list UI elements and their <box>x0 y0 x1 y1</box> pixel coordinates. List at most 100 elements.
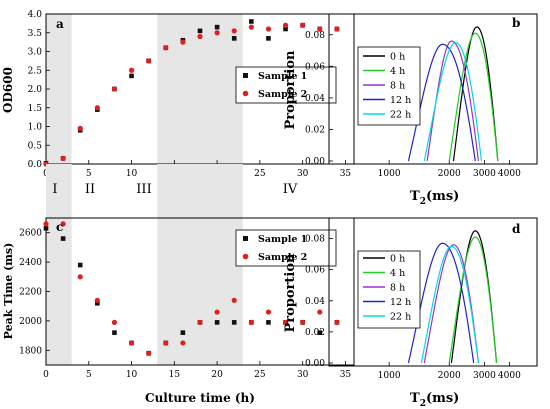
a-legend-label-sample-1: Sample 1 <box>258 71 307 82</box>
c-point-sample-2 <box>111 319 118 325</box>
c-xlabel: Culture time (h) <box>145 391 255 405</box>
c-legend-label-sample-1: Sample 1 <box>258 234 307 245</box>
b-legend-label-22-h: 22 h <box>390 110 411 121</box>
a-point-sample-1 <box>231 36 237 41</box>
c-ylabel: Peak Time (ms) <box>2 243 15 340</box>
a-x-tick-label: 10 <box>126 169 138 179</box>
a-y-tick-label: 4.0 <box>28 10 43 20</box>
a-x-tick-label: 35 <box>340 169 352 179</box>
a-point-sample-2 <box>214 30 220 36</box>
d-legend-label-4-h: 4 h <box>390 268 405 279</box>
b-xlabel-rest: (ms) <box>426 189 459 204</box>
a-legend: Sample 1 Sample 2 <box>235 66 337 104</box>
a-point-sample-2 <box>300 22 306 28</box>
a-point-sample-2 <box>265 26 272 32</box>
a-y-tick-label: 1.5 <box>28 104 43 114</box>
a-point-sample-2 <box>60 155 66 161</box>
c-point-sample-2 <box>300 319 306 325</box>
d-y-tick-label: 0.00 <box>305 359 325 369</box>
d-legend: 0 h 4 h 8 h 12 h 22 h <box>357 250 421 329</box>
c-y-tick-label: 2000 <box>19 317 42 327</box>
c-point-sample-2 <box>214 309 220 315</box>
c-panel-label: c <box>56 220 63 234</box>
panel-c-peak-time-chart: 1800 2000 2200 2400 2600 0 5 10 15 20 25 30 35 c Pe… <box>2 217 355 405</box>
a-point-sample-2 <box>111 86 118 92</box>
c-x-tick-label: 35 <box>340 370 352 380</box>
c-x-tick-label: 20 <box>211 370 223 380</box>
d-y-tick-label: 0.08 <box>305 235 325 245</box>
c-point-sample-2 <box>282 319 289 325</box>
c-point-sample-2 <box>163 340 169 346</box>
c-y-ticks: 1800 2000 2200 2400 2600 <box>19 229 50 356</box>
c-point-sample-2 <box>180 340 186 346</box>
c-x-tick-label: 25 <box>254 370 266 380</box>
a-ylabel: OD600 <box>1 67 15 113</box>
d-curves <box>407 230 498 364</box>
a-y-tick-label: 0.0 <box>28 160 43 170</box>
c-point-sample-2 <box>146 350 152 356</box>
c-point-sample-1 <box>266 320 271 325</box>
d-curve-8-h <box>423 244 480 364</box>
d-xlabel-sub: 2 <box>420 399 426 409</box>
a-point-sample-2 <box>248 24 254 30</box>
c-point-sample-2 <box>334 319 340 325</box>
d-xlabel: T2(ms) <box>410 391 459 409</box>
b-panel-label: b <box>512 16 520 30</box>
b-y-ticks: 0.00 0.02 0.04 0.06 0.08 <box>305 31 333 167</box>
a-x-tick-label: 5 <box>86 169 92 179</box>
b-xlabel: T2(ms) <box>410 189 459 207</box>
b-y-tick-label: 0.00 <box>305 157 325 167</box>
d-legend-label-0-h: 0 h <box>390 254 405 265</box>
b-legend-label-0-h: 0 h <box>390 52 405 63</box>
d-y-ticks: 0.00 0.02 0.04 0.06 0.08 <box>305 235 333 369</box>
c-point-sample-1 <box>317 330 323 335</box>
c-point-sample-2 <box>265 309 272 315</box>
b-x-tick-label: 1000 <box>378 169 401 179</box>
a-point-sample-2 <box>163 45 169 51</box>
c-x-tick-label: 0 <box>43 370 49 380</box>
c-point-sample-1 <box>231 320 237 325</box>
b-xlabel-main: T <box>410 189 420 204</box>
b-curve-12-h <box>407 43 476 162</box>
c-point-sample-1 <box>95 300 100 306</box>
d-curve-4-h <box>448 236 498 364</box>
b-x-ticks: 1000 2000 3000 4000 <box>378 160 521 179</box>
panel-a-od600-chart: 0.00.51.01.52.02.53.03.54.0 051015202530… <box>1 10 355 179</box>
b-curves <box>407 26 499 162</box>
a-point-sample-1 <box>266 36 271 41</box>
b-x-tick-label: 3000 <box>473 169 496 179</box>
c-point-sample-1 <box>43 225 49 231</box>
a-x-tick-label: 30 <box>297 169 309 179</box>
a-y-tick-label: 1.0 <box>28 123 43 133</box>
a-y-tick-label: 3.0 <box>28 48 43 58</box>
d-y-tick-label: 0.06 <box>305 266 325 276</box>
a-point-sample-2 <box>282 22 289 28</box>
a-point-sample-1 <box>129 73 134 79</box>
b-legend-label-12-h: 12 h <box>390 95 411 106</box>
c-y-tick-label: 2400 <box>19 258 42 268</box>
a-point-sample-2 <box>197 33 203 40</box>
d-legend-label-22-h: 22 h <box>390 312 411 323</box>
a-point-sample-2 <box>146 58 152 64</box>
a-panel-label: a <box>56 17 64 31</box>
d-x-ticks: 1000 2000 3000 4000 <box>378 362 521 381</box>
c-x-tick-label: 5 <box>86 370 92 380</box>
d-legend-label-12-h: 12 h <box>390 297 411 308</box>
c-legend-marker-sample-1 <box>243 236 248 241</box>
panel-d-t2-distribution: 0.000.020.040.060.08 1000 2000 3000 4000 d … <box>283 217 538 409</box>
a-point-sample-1 <box>283 26 288 32</box>
panel-b-t2-distribution: 0.000.020.040.060.08 1000 2000 3000 4000 b … <box>283 13 538 207</box>
c-legend-label-sample-2: Sample 2 <box>258 252 307 263</box>
c-shaded-regions <box>46 218 243 365</box>
a-point-sample-2 <box>231 28 237 34</box>
a-legend-marker-sample-1 <box>243 73 248 78</box>
d-legend-label-8-h: 8 h <box>390 283 405 294</box>
phase-label-2: II <box>85 182 95 197</box>
a-y-tick-label: 3.5 <box>28 29 43 39</box>
a-legend-label-sample-2: Sample 2 <box>258 89 307 100</box>
d-xlabel-main: T <box>410 391 420 406</box>
a-data-points <box>43 19 340 167</box>
c-x-tick-label: 30 <box>297 370 309 380</box>
c-point-sample-2 <box>43 221 49 227</box>
